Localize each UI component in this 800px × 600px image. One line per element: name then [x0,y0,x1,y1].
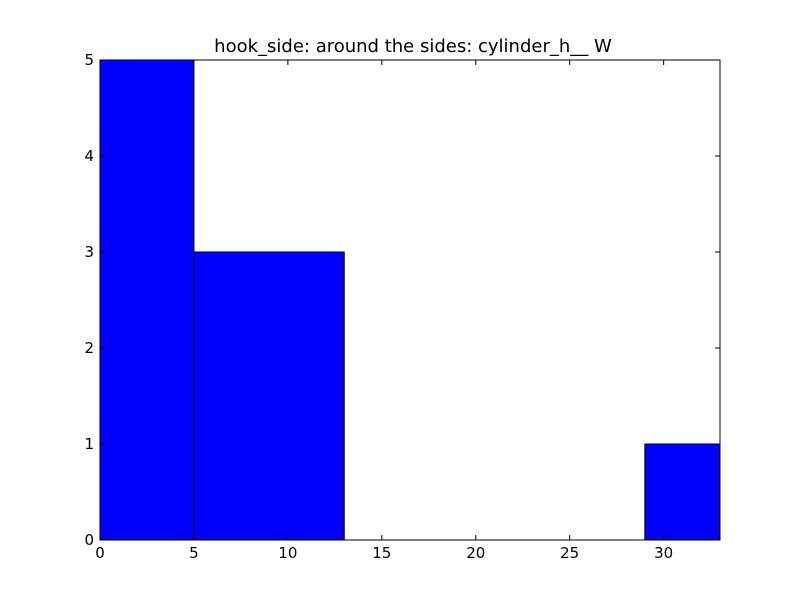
x-tick-label-6: 30 [654,544,673,562]
histogram-bar-1 [193,251,345,541]
y-tick-label-1: 1 [84,435,94,453]
x-tick-label-5: 25 [560,544,579,562]
ticks-layer: 0 5 10 15 20 25 30 0 1 2 3 4 5 [84,51,720,562]
y-tick-label-2: 2 [84,339,94,357]
chart-title: hook_side: around the sides: cylinder_h_… [214,36,612,57]
y-tick-label-3: 3 [84,243,94,261]
axes-frame [99,59,721,541]
bars-layer [99,59,721,541]
x-tick-label-2: 10 [278,544,297,562]
y-tick-label-4: 4 [84,147,94,165]
y-tick-label-5: 5 [84,51,94,69]
x-tick-label-4: 20 [466,544,485,562]
y-tick-label-0: 0 [84,531,94,549]
histogram-bar-2 [644,443,721,541]
x-tick-label-1: 5 [189,544,199,562]
histogram-bar-0 [99,59,195,541]
x-tick-label-0: 0 [95,544,105,562]
x-tick-label-3: 15 [372,544,391,562]
